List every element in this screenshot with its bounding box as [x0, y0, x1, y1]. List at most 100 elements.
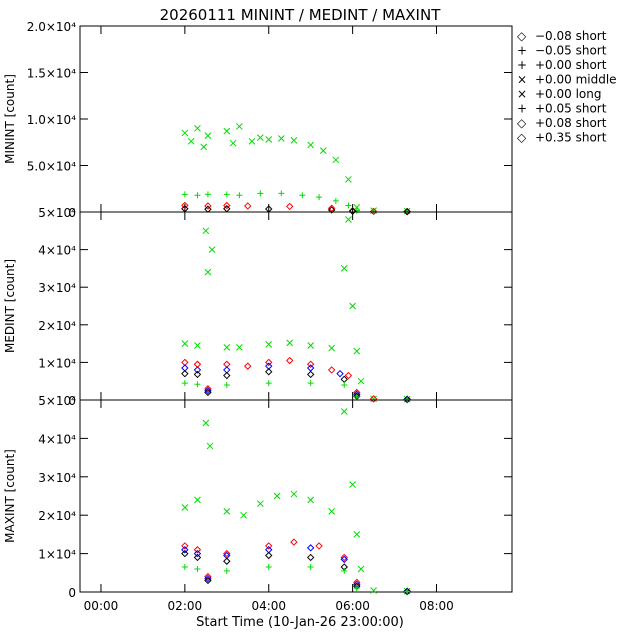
data-point	[349, 302, 356, 310]
data-point	[223, 201, 231, 210]
data-point	[202, 419, 210, 427]
data-point	[332, 156, 340, 164]
data-point	[349, 481, 356, 488]
y-tick-label: 1×10⁴	[38, 548, 76, 562]
data-point	[204, 574, 212, 583]
legend-marker: ◇	[517, 131, 527, 145]
data-point	[369, 207, 378, 216]
data-point	[370, 395, 377, 403]
data-point	[345, 202, 352, 209]
data-point	[341, 567, 348, 574]
data-point	[223, 381, 230, 388]
data-point	[193, 546, 202, 554]
legend-label: +0.05 short	[535, 102, 607, 116]
data-point	[265, 136, 273, 143]
data-point	[306, 360, 315, 368]
data-point	[332, 197, 339, 204]
chart-legend: ◇ −0.08 short + −0.05 short + +0.00 short × +0.…	[517, 29, 617, 145]
data-point	[403, 207, 411, 216]
data-point	[265, 551, 273, 560]
data-point	[204, 576, 212, 585]
panel-frame	[79, 211, 513, 401]
y-tick-label: 2×10⁴	[38, 509, 76, 523]
data-point	[181, 369, 189, 378]
legend-label: +0.00 middle	[535, 73, 617, 87]
data-point	[307, 380, 314, 387]
x-tick-label: 08:00	[419, 599, 454, 613]
data-point	[223, 508, 231, 515]
data-point	[223, 549, 231, 558]
data-point	[357, 377, 365, 385]
legend-marker: ◇	[517, 29, 527, 43]
data-point	[290, 538, 298, 546]
x-axis-label: Start Time (10-Jan-26 23:00:00)	[196, 615, 404, 630]
data-point	[340, 555, 348, 564]
data-point	[204, 202, 212, 210]
data-point	[353, 585, 360, 592]
legend-marker: ◇	[517, 116, 527, 130]
y-tick-label: 4×10⁴	[38, 244, 76, 258]
y-tick-label: 3×10⁴	[38, 471, 76, 485]
data-point	[194, 124, 201, 132]
data-point	[181, 546, 189, 554]
data-point	[244, 202, 252, 210]
data-point	[236, 123, 243, 130]
data-point	[278, 190, 285, 197]
data-point	[181, 504, 189, 511]
data-point	[290, 490, 298, 498]
series--0-08-short	[181, 362, 411, 403]
panel-maxint: 0 1×10⁴ 2×10⁴ 3×10⁴ 4×10⁴ 5×10⁴ 00:00 02:00 04:0…	[3, 394, 513, 613]
x-tick-label: 00:00	[84, 599, 119, 613]
legend-marker: ×	[517, 73, 527, 87]
data-point	[307, 342, 315, 349]
y-tick-label: 2.0×10⁴	[27, 20, 76, 34]
chart-title: 20260111 MININT / MEDINT / MAXINT	[160, 6, 442, 24]
y-tick-label: 0	[68, 586, 76, 600]
data-point	[316, 194, 323, 201]
data-point	[306, 364, 315, 372]
data-point	[181, 564, 188, 571]
data-point	[327, 204, 336, 212]
data-point	[345, 216, 352, 223]
data-point	[341, 381, 348, 388]
data-point	[194, 381, 201, 388]
legend-label: +0.08 short	[535, 116, 607, 130]
data-point	[265, 368, 273, 376]
legend-label: +0.00 short	[535, 58, 607, 72]
data-point	[336, 369, 344, 378]
data-point	[273, 492, 281, 500]
data-point	[194, 496, 201, 504]
data-point	[256, 134, 264, 141]
y-axis-label: MEDINT [count]	[3, 259, 17, 353]
data-point	[236, 344, 243, 351]
y-tick-label: 2×10⁴	[38, 319, 76, 333]
data-point	[202, 227, 210, 235]
data-point	[327, 206, 336, 214]
data-point	[353, 393, 360, 400]
data-point	[286, 339, 294, 347]
data-point	[193, 366, 202, 374]
data-point	[369, 395, 378, 403]
data-point	[181, 129, 189, 137]
data-point	[181, 549, 189, 558]
y-tick-label: 0	[68, 394, 76, 408]
y-tick-label: 1.0×10⁴	[27, 113, 76, 127]
series--0-08-short	[181, 544, 411, 595]
legend-label: +0.00 long	[535, 87, 602, 101]
panel-frame	[79, 399, 513, 593]
data-point	[353, 347, 361, 355]
data-point	[181, 191, 188, 198]
data-point	[340, 408, 348, 415]
data-point	[327, 366, 336, 374]
data-point	[286, 356, 294, 365]
data-point	[340, 553, 348, 562]
legend-marker: +	[517, 44, 527, 58]
legend-label: −0.08 short	[535, 29, 607, 43]
data-point	[194, 565, 201, 572]
data-point	[319, 147, 327, 154]
data-point	[181, 380, 188, 387]
data-point	[223, 371, 231, 380]
data-point	[328, 344, 336, 352]
data-point	[277, 135, 285, 142]
